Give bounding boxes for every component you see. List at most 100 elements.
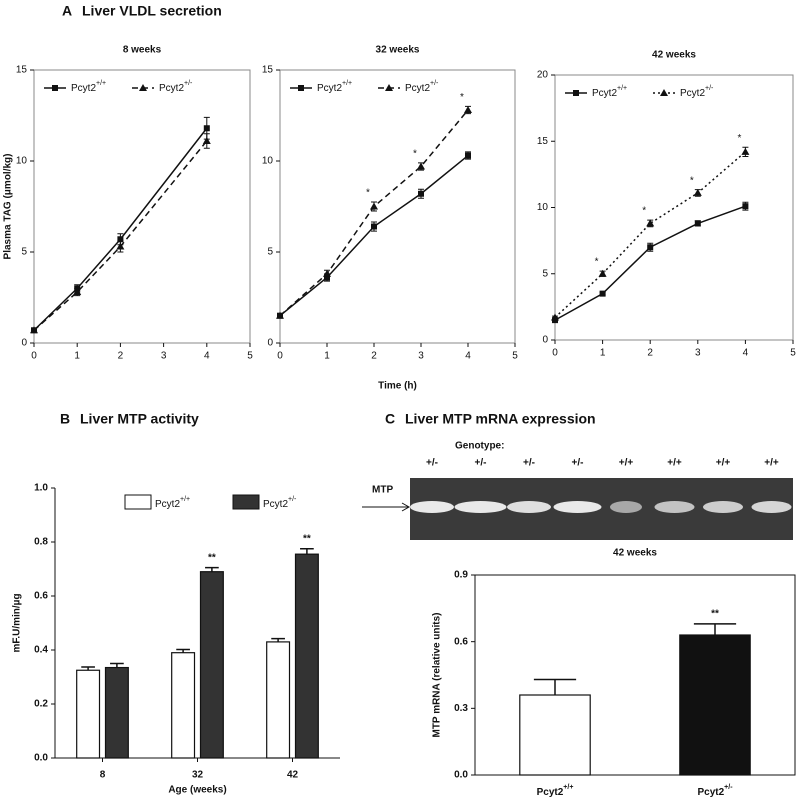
y-tick-label: 20 (537, 70, 549, 81)
y-tick-label: 15 (537, 136, 549, 147)
x-tick-label: 2 (371, 351, 377, 362)
x-tick-label: 32 (192, 770, 204, 781)
y-tick-label: 10 (262, 156, 274, 167)
marker (693, 188, 702, 196)
marker (418, 190, 424, 197)
series-line (279, 154, 469, 317)
chart-title: 32 weeks (376, 45, 420, 56)
lane-label: +/+ (667, 458, 682, 469)
y-tick-label: 5 (21, 247, 27, 258)
y-tick-label: 15 (16, 65, 28, 76)
error-bar (110, 662, 124, 668)
panel-title: Liver MTP activity (80, 411, 199, 427)
panel-title: Liver VLDL secretion (82, 3, 222, 19)
marker (52, 85, 58, 91)
marker (298, 85, 304, 91)
marker (323, 269, 331, 277)
y-tick-label: 0.2 (34, 699, 48, 710)
gel-band (610, 501, 642, 513)
marker (551, 313, 559, 321)
lane-label: +/+ (716, 458, 731, 469)
legend-label: Pcyt2+/- (263, 496, 297, 510)
gel-band-label: MTP (372, 485, 393, 496)
significance: * (366, 188, 370, 199)
bar (199, 571, 224, 759)
legend-label: Pcyt2+/+ (592, 85, 627, 99)
x-tick-label: 0 (552, 348, 558, 359)
panel-letter: A (62, 3, 72, 19)
bar (266, 641, 291, 759)
y-tick-label: 0.8 (34, 537, 48, 548)
x-axis-label: Time (h) (378, 381, 417, 392)
lane-label: +/+ (764, 458, 779, 469)
legend-label: Pcyt2+/- (680, 85, 714, 99)
legend-label: Pcyt2+/+ (71, 80, 106, 94)
legend-swatch (232, 494, 260, 510)
series-line (554, 151, 746, 319)
marker (117, 236, 124, 243)
gel-band (410, 501, 454, 513)
lane-label: +/- (523, 458, 535, 469)
significance: ** (303, 533, 311, 544)
chart-title: 42 weeks (613, 548, 657, 559)
marker (371, 223, 377, 230)
y-tick-label: 0.0 (454, 770, 468, 781)
marker (417, 162, 425, 170)
marker (646, 219, 655, 227)
x-tick-label: 3 (161, 351, 167, 362)
gel-band (751, 501, 792, 513)
marker (370, 202, 378, 210)
lane-label: +/- (475, 458, 487, 469)
x-tick-label: 2 (118, 351, 124, 362)
marker (573, 90, 579, 96)
marker (464, 106, 472, 114)
gel-band (507, 501, 551, 513)
marker (73, 288, 82, 296)
lane-label: +/- (426, 458, 438, 469)
y-axis-label: Plasma TAG (μmol/kg) (3, 154, 14, 260)
y-axis-label: mF.U/min/µg (12, 593, 23, 652)
y-tick-label: 0.6 (34, 591, 48, 602)
x-tick-label: 42 (287, 770, 299, 781)
x-tick-label: 4 (204, 351, 210, 362)
legend-label: Pcyt2+/- (159, 80, 193, 94)
x-tick-label: Pcyt2+/- (697, 784, 733, 798)
error-bar (693, 623, 737, 635)
gel-band (553, 501, 602, 513)
series-line (279, 109, 469, 317)
y-tick-label: 0.6 (454, 636, 468, 647)
x-tick-label: 1 (324, 351, 330, 362)
lane-label: +/+ (619, 458, 634, 469)
y-tick-label: 0.3 (454, 703, 468, 714)
marker (203, 125, 210, 132)
x-tick-label: 4 (743, 348, 749, 359)
marker (276, 311, 284, 319)
marker (694, 220, 701, 227)
y-tick-label: 5 (542, 268, 548, 279)
legend-swatch (124, 494, 152, 510)
gel-band (703, 501, 743, 513)
significance: * (737, 133, 741, 144)
x-tick-label: 0 (277, 351, 283, 362)
x-tick-label: 5 (512, 351, 518, 362)
x-tick-label: 1 (74, 351, 80, 362)
error-bar (533, 678, 577, 695)
x-tick-label: 2 (647, 348, 653, 359)
y-tick-label: 0 (267, 338, 273, 349)
error-bar (205, 566, 219, 572)
legend-label: Pcyt2+/- (405, 80, 439, 94)
x-tick-label: 3 (418, 351, 424, 362)
panel-letter: C (385, 411, 395, 427)
x-axis-label: Age (weeks) (168, 785, 226, 796)
panel-title: Liver MTP mRNA expression (405, 411, 596, 427)
y-tick-label: 0.9 (454, 570, 468, 581)
y-axis-label: MTP mRNA (relative units) (432, 612, 443, 737)
marker (116, 242, 125, 250)
bar (294, 553, 319, 759)
significance: * (413, 148, 417, 159)
y-tick-label: 0.0 (34, 753, 48, 764)
y-tick-label: 10 (537, 202, 549, 213)
y-tick-label: 0.4 (34, 645, 48, 656)
bar (679, 634, 751, 776)
